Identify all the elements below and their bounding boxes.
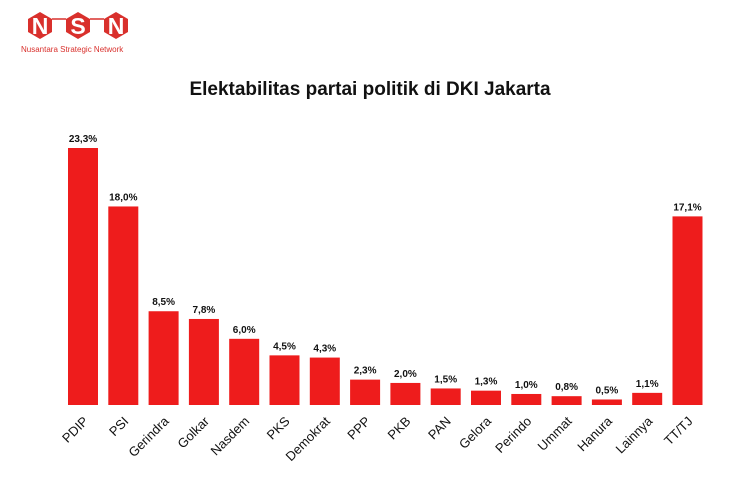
bar-perindo (511, 393, 542, 405)
value-label: 18,0% (109, 192, 137, 203)
value-label: 6,0% (233, 325, 256, 336)
value-label: 2,0% (394, 369, 417, 380)
value-label: 4,5% (273, 341, 296, 352)
value-label: 8,5% (152, 297, 175, 308)
category-label: Ummat (534, 413, 575, 454)
category-label: Hanura (574, 413, 615, 454)
nsn-logo: N S N Nusantara Strategic Network (21, 12, 128, 54)
value-label: 17,1% (673, 202, 701, 213)
value-label: 23,3% (69, 134, 97, 145)
category-label: PKS (264, 413, 293, 442)
value-label: 7,8% (193, 305, 216, 316)
bar-ppp (350, 379, 381, 405)
value-label: 2,3% (354, 366, 377, 377)
bar-gelora (471, 390, 501, 405)
bar-gerindra (148, 311, 179, 405)
logo-letter: N (108, 13, 125, 39)
bar-pdip (68, 148, 98, 405)
category-label: Golkar (174, 413, 212, 451)
bar-group (68, 148, 703, 405)
bar-pks (269, 355, 300, 405)
value-label: 1,5% (434, 374, 457, 385)
value-label-group: 23,3% 18,0% 8,5% 7,8% 6,0% 4,5% 4,3% 2,3% 2,0% 1,… (69, 134, 702, 396)
category-label: TT/TJ (661, 414, 696, 449)
category-label: Perindo (492, 414, 534, 456)
category-label: Nasdem (207, 414, 252, 459)
category-label: PSI (106, 414, 131, 439)
value-label: 1,1% (636, 379, 659, 390)
bar-tt-tj (672, 216, 703, 405)
value-label: 1,3% (475, 377, 498, 388)
bar-lainnya (632, 392, 663, 405)
category-label: Gelora (456, 413, 495, 452)
bar-demokrat (309, 357, 340, 405)
logo-hexagon-2 (66, 12, 90, 39)
bar-pan (430, 388, 461, 405)
bar-psi (108, 206, 139, 405)
bar-pkb (390, 382, 421, 405)
value-label: 4,3% (313, 344, 336, 355)
bar-hanura (591, 399, 622, 405)
category-label: PDIP (59, 414, 91, 446)
value-label: 0,5% (596, 385, 619, 396)
category-label: PAN (425, 414, 454, 443)
category-label: PPP (344, 414, 373, 443)
value-label: 0,8% (555, 382, 578, 393)
category-label: Demokrat (282, 413, 333, 464)
bar-golkar (188, 318, 219, 405)
chart-title: Elektabilitas partai politik di DKI Jaka… (189, 79, 551, 100)
bar-nasdem (229, 338, 260, 405)
logo-hexagon-1 (28, 12, 52, 39)
category-label: Lainnya (613, 413, 656, 456)
logo-letter: N (32, 13, 49, 39)
category-label: PKB (385, 414, 414, 443)
category-label: Gerindra (125, 413, 172, 460)
logo-hexagon-3 (104, 12, 128, 39)
logo-letter: S (70, 13, 85, 39)
logo-subtitle: Nusantara Strategic Network (21, 45, 124, 54)
bar-ummat (551, 396, 582, 405)
value-label: 1,0% (515, 380, 538, 391)
